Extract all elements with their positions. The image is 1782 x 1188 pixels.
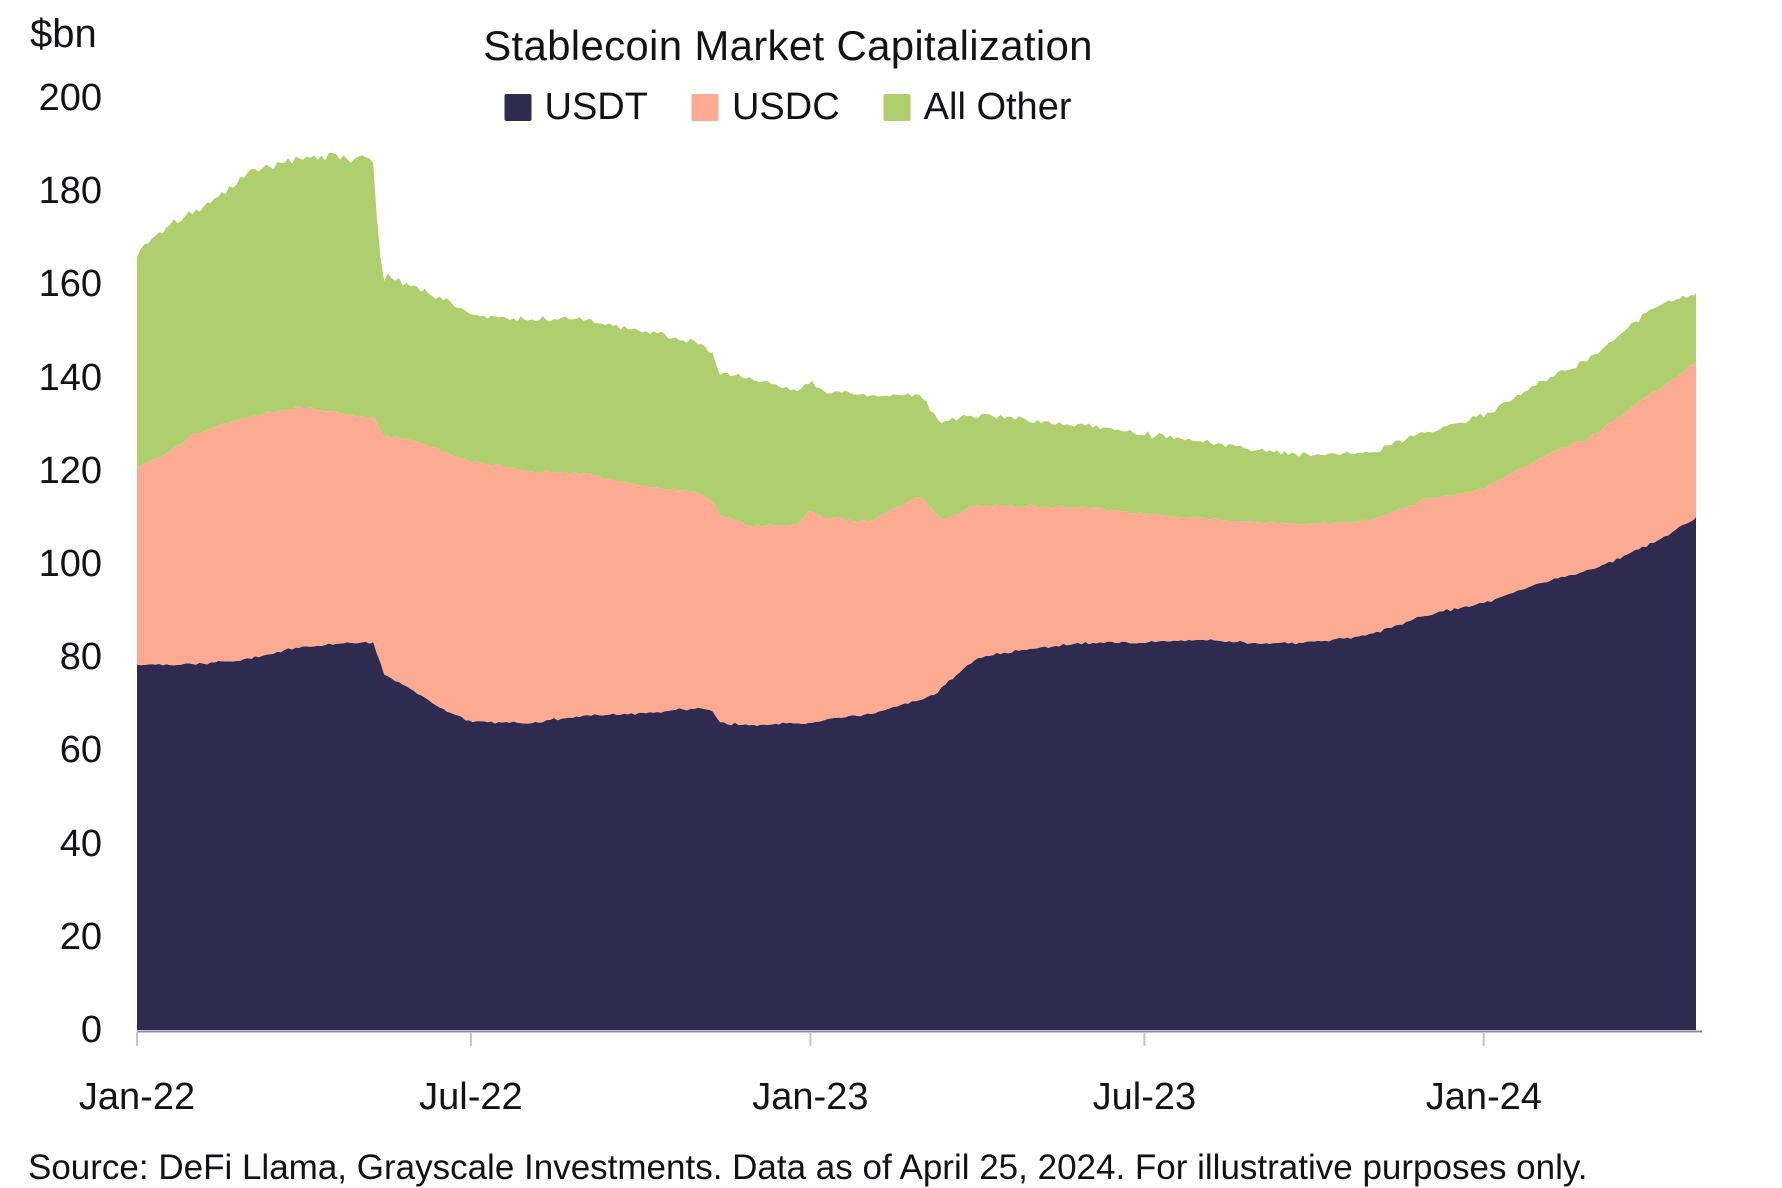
y-axis-label: 80 <box>59 636 102 679</box>
all-other-legend-swatch-icon <box>883 94 911 121</box>
all-other-area <box>137 152 1696 528</box>
y-axis-label: 140 <box>38 356 102 399</box>
y-axis-label: 180 <box>38 170 102 213</box>
x-axis-label: Jan-24 <box>1425 1076 1542 1118</box>
chart-legend: USDT USDC All Other <box>504 86 1072 129</box>
legend-item-all-other: All Other <box>883 86 1072 129</box>
source-note: Source: DeFi Llama, Grayscale Investment… <box>28 1148 1588 1187</box>
y-axis-label: 0 <box>80 1009 102 1051</box>
x-axis-label: Jul-22 <box>419 1076 523 1118</box>
x-axis-label: Jan-23 <box>752 1076 869 1118</box>
usdc-area <box>137 361 1696 726</box>
chart-title: Stablecoin Market Capitalization <box>483 22 1093 69</box>
y-axis-label: 120 <box>38 449 102 492</box>
legend-item-usdt: USDT <box>504 86 648 129</box>
y-axis-label: 20 <box>59 915 102 958</box>
y-axis-label: 60 <box>59 729 102 772</box>
usdt-area <box>137 516 1696 1030</box>
legend-label-all-other: All Other <box>923 86 1072 128</box>
legend-label-usdt: USDT <box>544 86 648 128</box>
x-axis-label: Jul-23 <box>1092 1076 1197 1118</box>
x-axis-ticks <box>136 1032 1485 1046</box>
y-axis-label: 200 <box>38 77 102 119</box>
y-axis-label: 100 <box>38 543 102 585</box>
legend-item-usdc: USDC <box>691 86 840 129</box>
y-axis-label: 160 <box>38 263 102 306</box>
legend-label-usdc: USDC <box>731 86 840 128</box>
x-axis-label: Jan-22 <box>78 1076 196 1118</box>
y-axis-label: 40 <box>59 822 102 865</box>
y-axis-unit-label: $bn <box>30 12 97 56</box>
usdc-legend-swatch-icon <box>691 94 719 121</box>
usdt-legend-swatch-icon <box>504 94 532 121</box>
